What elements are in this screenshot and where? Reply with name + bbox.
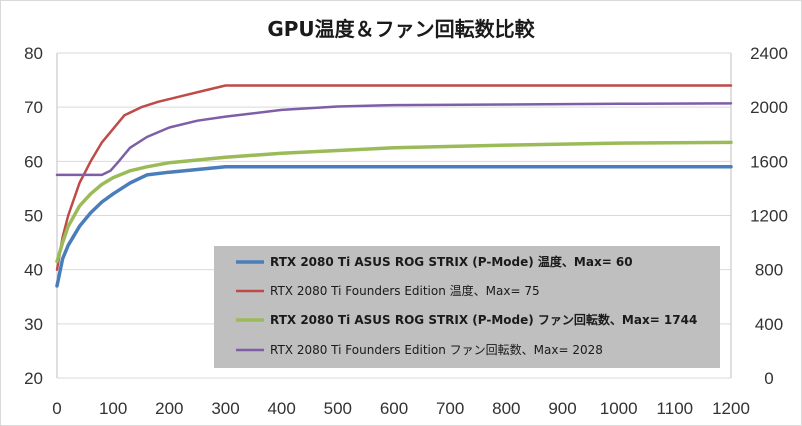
x-tick-label: 900 [548, 399, 576, 418]
series-line-2 [55, 84, 733, 271]
y-right-tick-label: 1600 [750, 152, 788, 171]
tick-layer: 0 100 200 300 400 500 600 700 800 900 1000 1100 1200… [24, 44, 788, 418]
y-right-tick-label: 2400 [750, 44, 788, 63]
legend: RTX 2080 Ti ASUS ROG STRIX (P-Mode) 温度、M… [214, 246, 720, 368]
y-right-tick-label: 2000 [750, 98, 788, 117]
y-right-tick-label: 1200 [750, 207, 788, 226]
y-left-tick-label: 50 [24, 207, 43, 226]
x-tick-label: 200 [155, 399, 183, 418]
x-tick-label: 400 [267, 399, 295, 418]
y-left-tick-label: 30 [24, 315, 43, 334]
legend-label-1: RTX 2080 Ti ASUS ROG STRIX (P-Mode) 温度、M… [270, 254, 633, 269]
x-tick-label: 100 [99, 399, 127, 418]
series-layer [55, 84, 733, 288]
x-tick-label: 1100 [657, 399, 694, 418]
y-right-tick-label: 0 [764, 369, 773, 388]
x-tick-label: 0 [52, 399, 61, 418]
chart-title: GPU温度＆ファン回転数比較 [267, 17, 535, 41]
y-left-tick-label: 70 [24, 98, 43, 117]
y-left-tick-label: 20 [24, 369, 43, 388]
legend-label-3: RTX 2080 Ti ASUS ROG STRIX (P-Mode) ファン回… [270, 312, 697, 327]
series-line-1 [55, 165, 733, 288]
y-right-tick-label: 800 [755, 261, 783, 280]
x-tick-label: 300 [211, 399, 239, 418]
y-left-tick-label: 80 [24, 44, 43, 63]
x-tick-label: 600 [380, 399, 408, 418]
y-right-tick-label: 400 [755, 315, 783, 334]
legend-label-2: RTX 2080 Ti Founders Edition 温度、Max= 75 [270, 283, 540, 298]
x-tick-label: 800 [492, 399, 520, 418]
y-left-tick-label: 40 [24, 261, 43, 280]
series-line-3 [55, 140, 733, 264]
legend-box [214, 246, 720, 368]
series-line-4 [55, 102, 733, 177]
y-left-tick-label: 60 [24, 152, 43, 171]
x-tick-label: 500 [324, 399, 352, 418]
x-tick-label: 1000 [600, 399, 638, 418]
legend-label-4: RTX 2080 Ti Founders Edition ファン回転数、Max=… [270, 342, 603, 357]
x-tick-label: 1200 [712, 399, 750, 418]
x-tick-label: 700 [436, 399, 464, 418]
